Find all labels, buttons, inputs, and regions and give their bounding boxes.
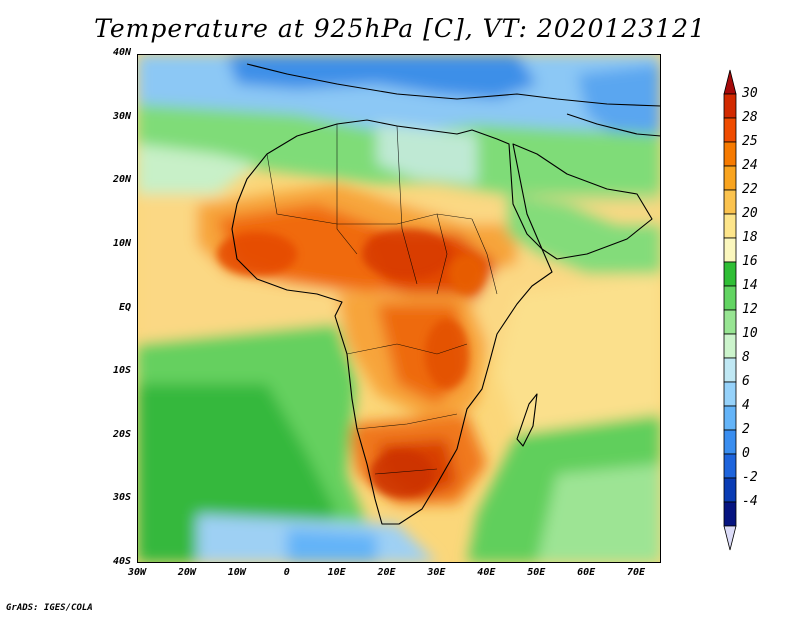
lon-tick-label: 30E [427,567,446,578]
colorbar-label: 10 [742,326,758,341]
lon-tick-label: 0 [283,567,290,578]
colorbar-swatch [723,285,737,311]
colorbar-swatch [723,309,737,335]
lon-tick-label: 70E [627,567,646,578]
lat-tick-label: 10N [112,237,131,249]
lon-tick-label: 50E [527,567,546,578]
africa-coastline [231,119,553,525]
lat-tick-label: 30S [112,492,131,504]
colorbar-label: 8 [742,350,750,365]
colorbar-label: 16 [742,254,758,269]
lon-tick-label: 20E [377,567,396,578]
colorbar-label: 0 [742,446,750,461]
colorbar-label: -2 [742,470,758,485]
colorbar-swatch [723,261,737,287]
colorbar-label: 30 [742,86,758,101]
colorbar-swatch [723,501,737,527]
lat-tick-label: 30N [112,110,131,122]
colorbar-swatch [723,117,737,143]
temperature-map [137,54,661,563]
colorbar-swatch [723,93,737,119]
colorbar-label: 14 [742,278,758,293]
lat-tick-label: 10S [112,365,131,377]
colorbar-label: -4 [742,494,758,509]
map-title: Temperature at 925hPa [C], VT: 202012312… [94,14,706,43]
colorbar-label: 20 [742,206,758,221]
country-borders [266,124,498,475]
lat-tick-label: 40S [112,556,131,567]
temperature-hotspots [217,229,485,498]
colorbar [723,69,737,551]
lon-tick-label: 20W [177,567,196,578]
arabia-coastline [512,143,653,260]
lon-tick-label: 60E [577,567,596,578]
colorbar-label: 28 [742,110,758,125]
europe-coastline [246,63,661,107]
lon-tick-label: 10E [327,567,346,578]
colorbar-swatch [723,333,737,359]
colorbar-swatch [723,237,737,263]
colorbar-swatch [723,477,737,503]
lon-tick-label: 40E [477,567,496,578]
lon-tick-label: 10W [227,567,246,578]
colorbar-label: 22 [742,182,758,197]
colorbar-swatch [723,429,737,455]
colorbar-label: 18 [742,230,758,245]
lat-tick-label: 40N [112,47,131,58]
lon-tick-label: 30W [127,567,147,578]
colorbar-label: 6 [742,374,750,389]
colorbar-swatch [723,213,737,239]
colorbar-label: 2 [742,422,750,437]
asia-coastline [566,113,661,137]
colorbar-swatch [723,141,737,167]
colorbar-label: 25 [742,134,758,149]
lat-tick-label: EQ [118,301,131,313]
lat-tick-label: 20N [112,174,131,186]
colorbar-swatch [723,405,737,431]
colorbar-swatch [723,165,737,191]
colorbar-top-arrow [723,69,737,95]
colorbar-label: 24 [742,158,758,173]
colorbar-swatch [723,189,737,215]
colorbar-bottom-arrow [723,525,737,551]
map-canvas [137,54,661,563]
footer-credit: GrADS: IGES/COLA [6,603,93,613]
colorbar-swatch [723,357,737,383]
madagascar-coastline [516,393,538,447]
coastlines [231,63,661,525]
colorbar-label: 12 [742,302,758,317]
colorbar-swatch [723,453,737,479]
colorbar-label: 4 [742,398,750,413]
colorbar-swatch [723,381,737,407]
lat-tick-label: 20S [112,428,131,440]
